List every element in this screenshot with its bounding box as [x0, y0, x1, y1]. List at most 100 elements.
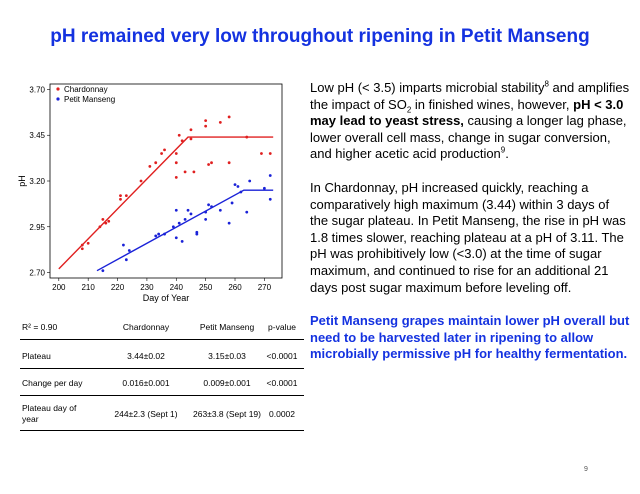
data-point-chardonnay — [192, 170, 196, 174]
text-run: in finished wines, however, — [411, 96, 574, 112]
data-point-chardonnay — [160, 152, 163, 155]
slide-title: pH remained very low throughout ripening… — [50, 26, 590, 47]
data-point-chardonnay — [174, 175, 178, 179]
y-tick-label: 3.45 — [29, 131, 45, 140]
text-run: causing a longer lag phase, lower overal… — [310, 113, 627, 162]
stats-value-petit-manseng: 0.009±0.001 — [203, 378, 251, 388]
data-point-chardonnay — [174, 152, 178, 155]
data-point-petit-manseng — [218, 208, 222, 212]
stats-header-p-value: p-value — [268, 322, 296, 332]
legend-label: Chardonnay — [64, 85, 108, 94]
y-tick-label: 3.70 — [29, 85, 45, 94]
x-tick-label: 200 — [52, 283, 66, 292]
stats-header-divider — [20, 339, 304, 340]
stats-row-divider — [20, 368, 304, 369]
data-point-chardonnay — [104, 221, 108, 225]
plot-frame — [49, 83, 283, 279]
stats-label: Plateau — [22, 351, 51, 361]
data-point-chardonnay — [101, 218, 105, 221]
data-point-petit-manseng — [189, 212, 193, 216]
text-run: . — [505, 146, 509, 162]
data-point-chardonnay — [207, 163, 210, 166]
data-point-petit-manseng — [183, 218, 187, 221]
body-text: Low pH (< 3.5) imparts microbial stabili… — [310, 80, 630, 380]
bold-text: pH < 3.0 may lead to yeast stress, — [310, 96, 624, 129]
data-point-chardonnay — [154, 161, 158, 165]
data-point-petit-manseng — [248, 179, 252, 183]
data-point-petit-manseng — [236, 185, 240, 188]
stats-row-divider — [20, 395, 304, 396]
stats-p-value: <0.0001 — [266, 351, 298, 361]
data-point-petit-manseng — [157, 232, 161, 236]
chart-canvas: 2.70 2.95 3.20 3.45 3.70 200 210 220 230 240 250 26… — [17, 83, 283, 303]
text-run: Low pH (< 3.5) imparts microbial stabili… — [310, 80, 545, 95]
data-point-petit-manseng — [227, 221, 231, 225]
data-point-petit-manseng — [245, 210, 249, 214]
stats-p-value: <0.0001 — [266, 378, 298, 388]
data-point-petit-manseng — [204, 210, 208, 214]
paragraph-chardonnay-comparison: In Chardonnay, pH increased quickly, rea… — [310, 179, 626, 295]
data-point-chardonnay — [245, 135, 249, 139]
stats-value-chardonnay: 3.44±0.02 — [127, 351, 165, 361]
y-axis-label: pH — [17, 175, 27, 187]
data-point-petit-manseng — [174, 236, 178, 240]
data-point-chardonnay — [107, 219, 111, 223]
ph-scatter-chart: 2.70 2.95 3.20 3.45 3.70 200 210 220 230 240 250 26… — [16, 78, 296, 308]
data-point-petit-manseng — [207, 203, 210, 207]
stats-header-r2: R² = 0.90 — [22, 322, 58, 332]
data-point-chardonnay — [260, 152, 263, 155]
data-point-petit-manseng — [154, 234, 158, 238]
data-point-chardonnay — [124, 194, 128, 198]
data-point-chardonnay — [180, 139, 184, 143]
data-point-chardonnay — [98, 225, 102, 229]
data-point-chardonnay — [204, 124, 208, 128]
x-tick-label: 250 — [199, 283, 213, 292]
data-point-petit-manseng — [262, 186, 266, 190]
citation-superscript: 8 — [544, 79, 549, 89]
stats-label: Plateau day of year — [22, 403, 77, 424]
stats-value-petit-manseng: 263±3.8 (Sept 19) — [193, 409, 261, 419]
data-point-chardonnay — [177, 133, 181, 137]
fit-line-petit-manseng — [96, 189, 274, 272]
x-axis-label: Day of Year — [143, 293, 190, 303]
stats-header-chardonnay: Chardonnay — [122, 322, 170, 332]
data-point-petit-manseng — [195, 232, 199, 236]
stats-p-value: 0.0002 — [269, 409, 295, 419]
y-tick-label: 2.70 — [29, 269, 45, 278]
page-number: 9 — [584, 466, 588, 473]
data-point-chardonnay — [148, 164, 152, 168]
data-point-petit-manseng — [230, 201, 234, 205]
x-tick-label: 220 — [111, 283, 125, 292]
data-point-petit-manseng — [127, 249, 131, 252]
data-point-petit-manseng — [101, 269, 105, 273]
paragraph-low-ph: Low pH (< 3.5) imparts microbial stabili… — [310, 80, 630, 163]
data-point-petit-manseng — [180, 239, 184, 243]
data-point-petit-manseng — [174, 208, 178, 212]
data-point-chardonnay — [268, 152, 272, 155]
data-point-chardonnay — [227, 115, 231, 119]
stats-value-chardonnay: 244±2.3 (Sept 1) — [114, 409, 178, 419]
y-tick-label: 3.20 — [29, 177, 45, 186]
legend-marker — [56, 87, 60, 91]
data-point-chardonnay — [210, 161, 213, 165]
paragraph-conclusion: Petit Manseng grapes maintain lower pH o… — [310, 313, 630, 362]
x-tick-label: 230 — [140, 283, 154, 292]
data-point-petit-manseng — [239, 190, 243, 194]
data-point-petit-manseng — [186, 208, 190, 212]
stats-value-chardonnay: 0.016±0.001 — [122, 378, 170, 388]
data-point-chardonnay — [204, 119, 208, 123]
legend-label: Petit Manseng — [64, 95, 115, 104]
data-point-chardonnay — [119, 194, 122, 198]
data-point-petit-manseng — [124, 258, 128, 262]
x-tick-label: 270 — [258, 283, 272, 292]
text-run: and amplifies the impact of SO — [310, 80, 630, 112]
subscript: 2 — [406, 105, 412, 115]
data-point-petit-manseng — [233, 183, 237, 187]
fit-line-chardonnay — [58, 136, 274, 270]
data-point-chardonnay — [189, 128, 193, 132]
data-point-petit-manseng — [171, 225, 175, 229]
legend-marker — [56, 97, 60, 101]
data-point-petit-manseng — [268, 174, 272, 177]
data-point-petit-manseng — [268, 197, 272, 201]
data-point-chardonnay — [218, 121, 222, 124]
